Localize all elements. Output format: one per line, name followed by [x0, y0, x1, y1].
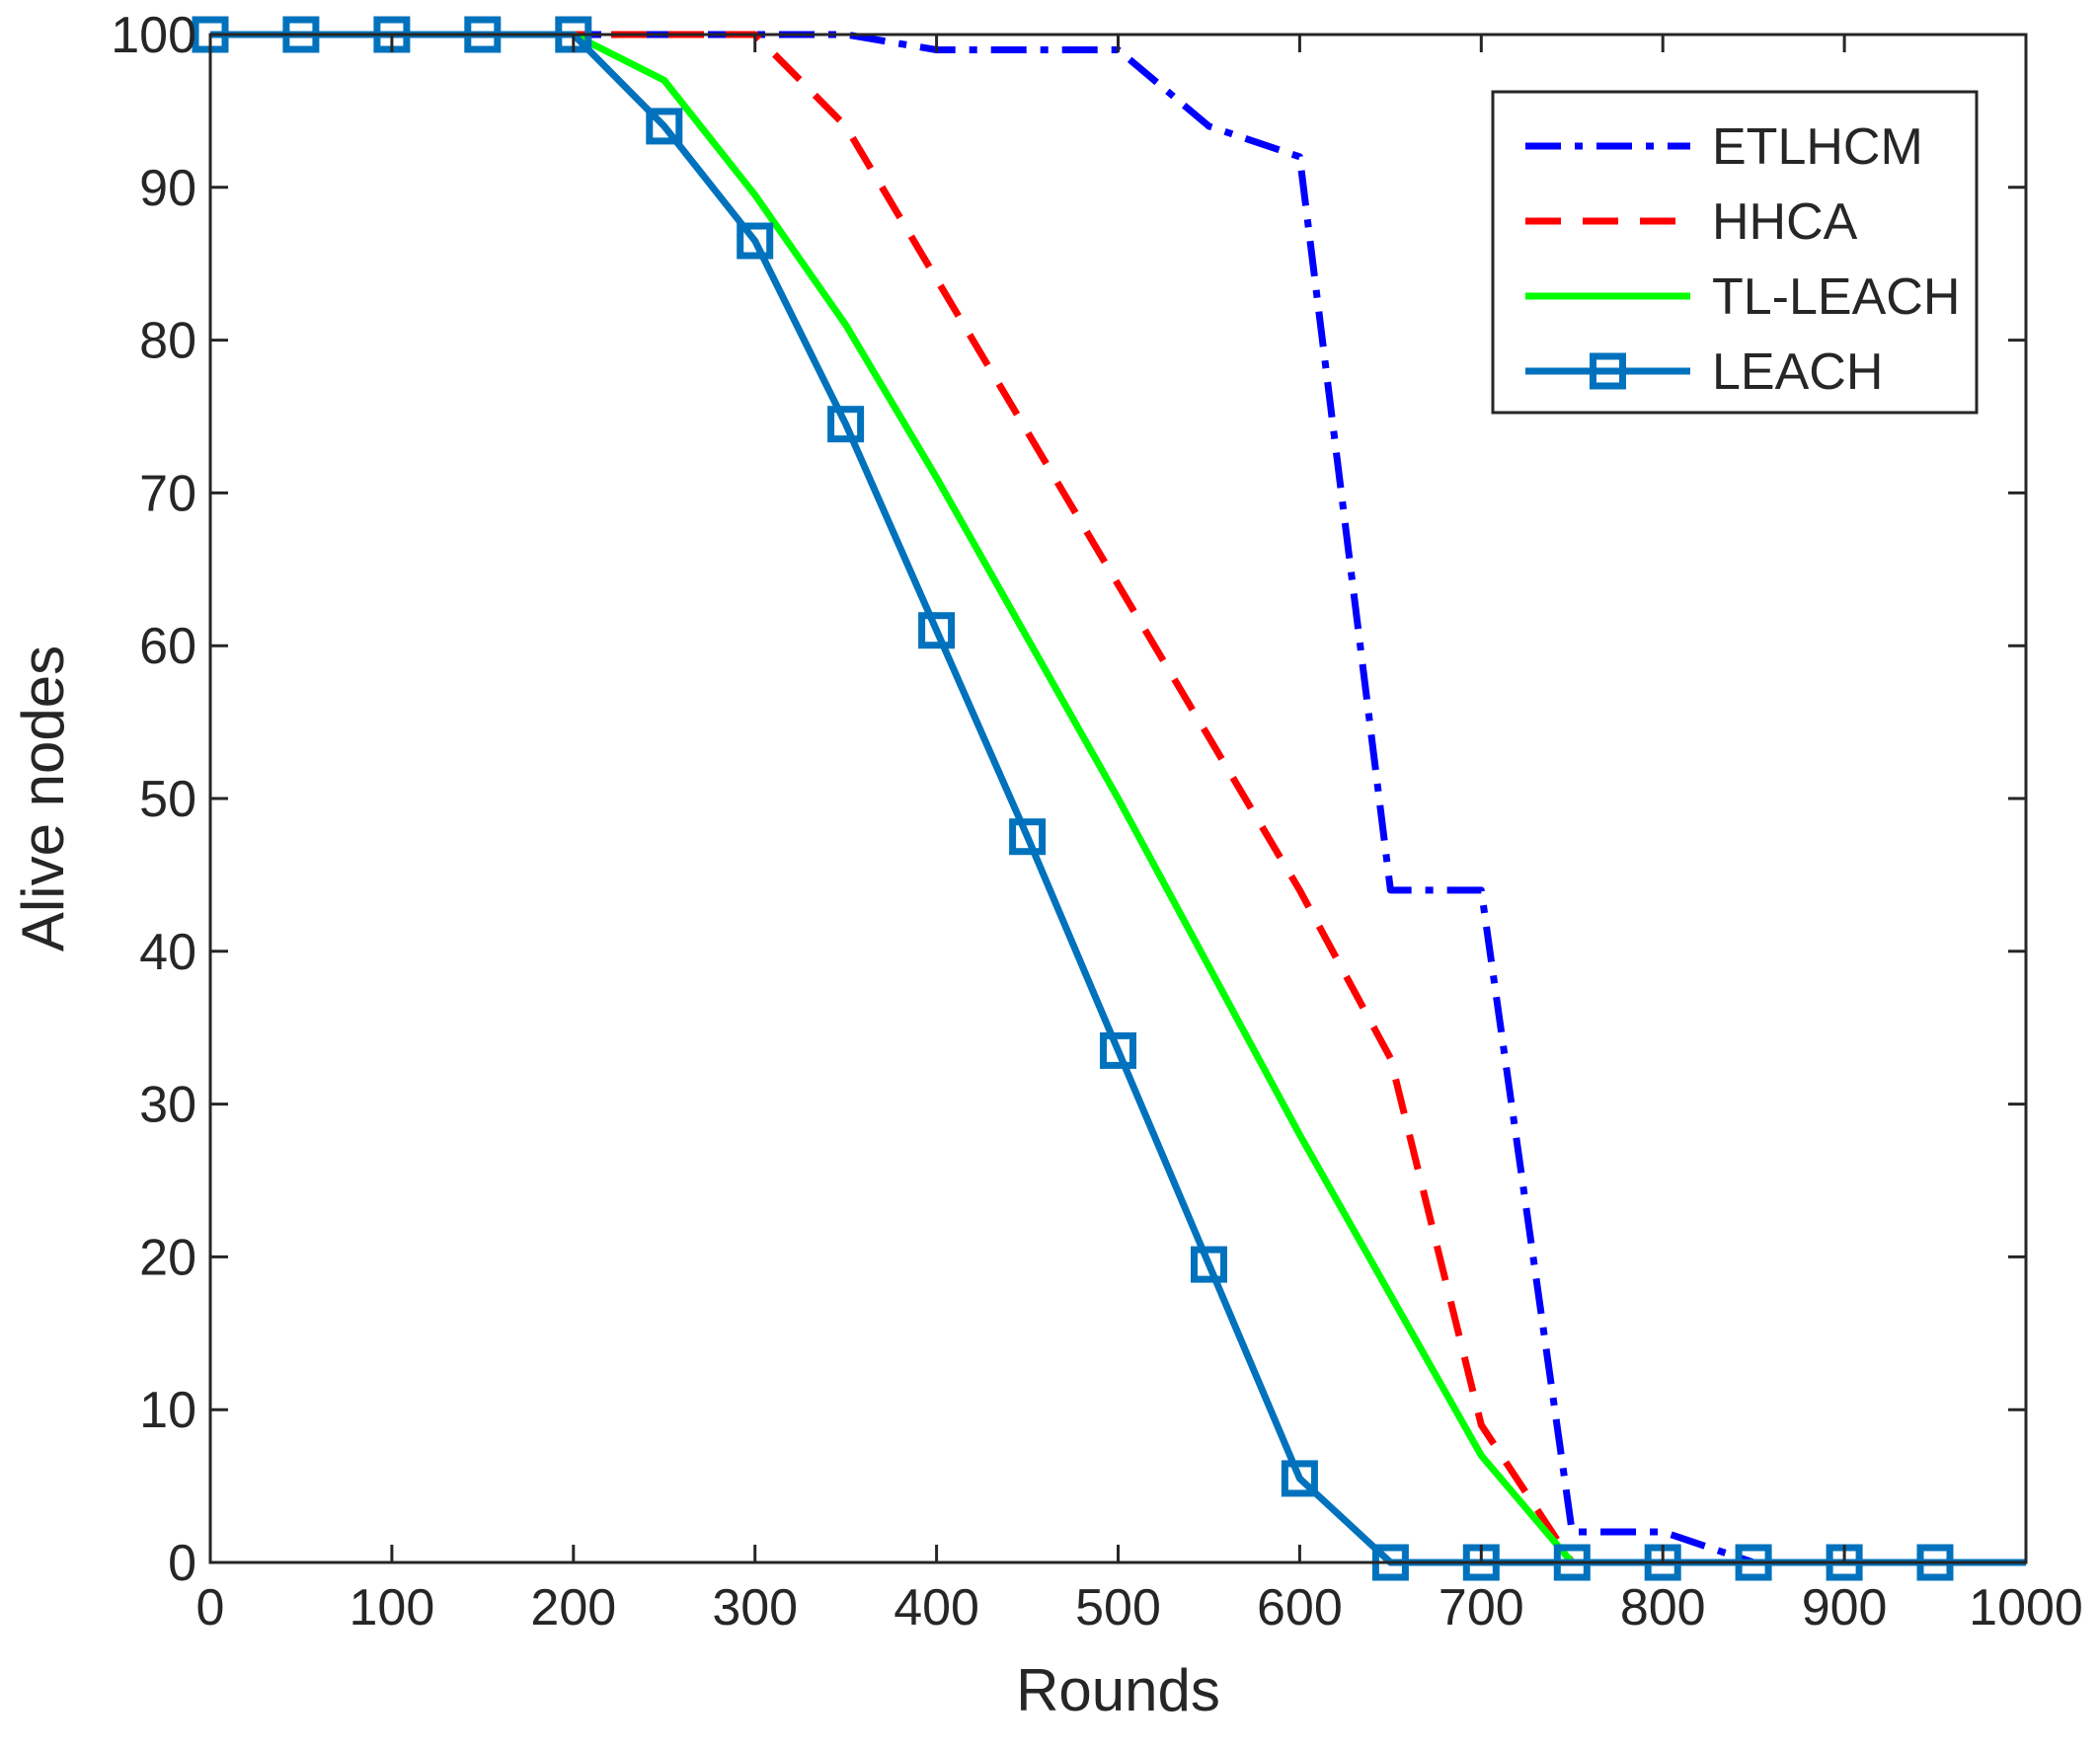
- x-tick-label: 500: [1075, 1579, 1161, 1636]
- y-tick-label: 80: [139, 313, 196, 370]
- y-tick-label: 70: [139, 465, 196, 522]
- y-tick-label: 30: [139, 1077, 196, 1134]
- data-point-leach: [1191, 1246, 1227, 1283]
- x-tick-label: 100: [350, 1579, 435, 1636]
- y-tick-label: 40: [139, 924, 196, 981]
- x-axis-label: Rounds: [1016, 1657, 1220, 1723]
- data-point-leach: [1100, 1031, 1136, 1069]
- legend-label-tl-leach: TL-LEACH: [1712, 268, 1960, 326]
- axes-layer: 0 100 200 300 400 500 600 700 800 900 1000 0 10 20 30 4…: [111, 7, 2083, 1636]
- legend-label-leach: LEACH: [1712, 343, 1883, 401]
- data-point-leach: [1009, 818, 1047, 856]
- x-tick-label: 300: [712, 1579, 798, 1636]
- x-tick-label: 400: [894, 1579, 979, 1636]
- data-point-leach: [918, 612, 956, 649]
- legend-marker-leach: [1590, 352, 1626, 390]
- y-tick-label: 50: [139, 771, 196, 828]
- labels-layer: Rounds Alive nodes: [10, 646, 1220, 1723]
- data-point-leach: [737, 222, 774, 260]
- data-point-leach: [646, 108, 683, 145]
- x-tick-label: 900: [1802, 1579, 1888, 1636]
- x-tick-label: 800: [1620, 1579, 1706, 1636]
- y-tick-label: 20: [139, 1229, 196, 1286]
- y-axis-label: Alive nodes: [10, 646, 76, 951]
- x-tick-label: 600: [1257, 1579, 1343, 1636]
- legend-label-etlhcm: ETLHCM: [1712, 118, 1923, 176]
- legend-box: [1491, 90, 1979, 415]
- y-tick-label: 10: [139, 1382, 196, 1439]
- x-tick-label: 1000: [1969, 1579, 2083, 1636]
- y-tick-label: 60: [139, 618, 196, 675]
- y-tick-label: 90: [139, 160, 196, 217]
- x-tick-label: 0: [196, 1579, 225, 1636]
- data-point-leach: [1281, 1460, 1318, 1497]
- data-point-leach: [827, 406, 865, 443]
- y-tick-label: 0: [168, 1535, 196, 1592]
- x-tick-label: 200: [530, 1579, 616, 1636]
- y-tick-label: 100: [111, 7, 196, 64]
- legend: ETLHCM HHCA TL-LEACH LEACH: [1491, 90, 1979, 415]
- x-tick-label: 700: [1439, 1579, 1524, 1636]
- legend-label-hhca: HHCA: [1712, 193, 1858, 251]
